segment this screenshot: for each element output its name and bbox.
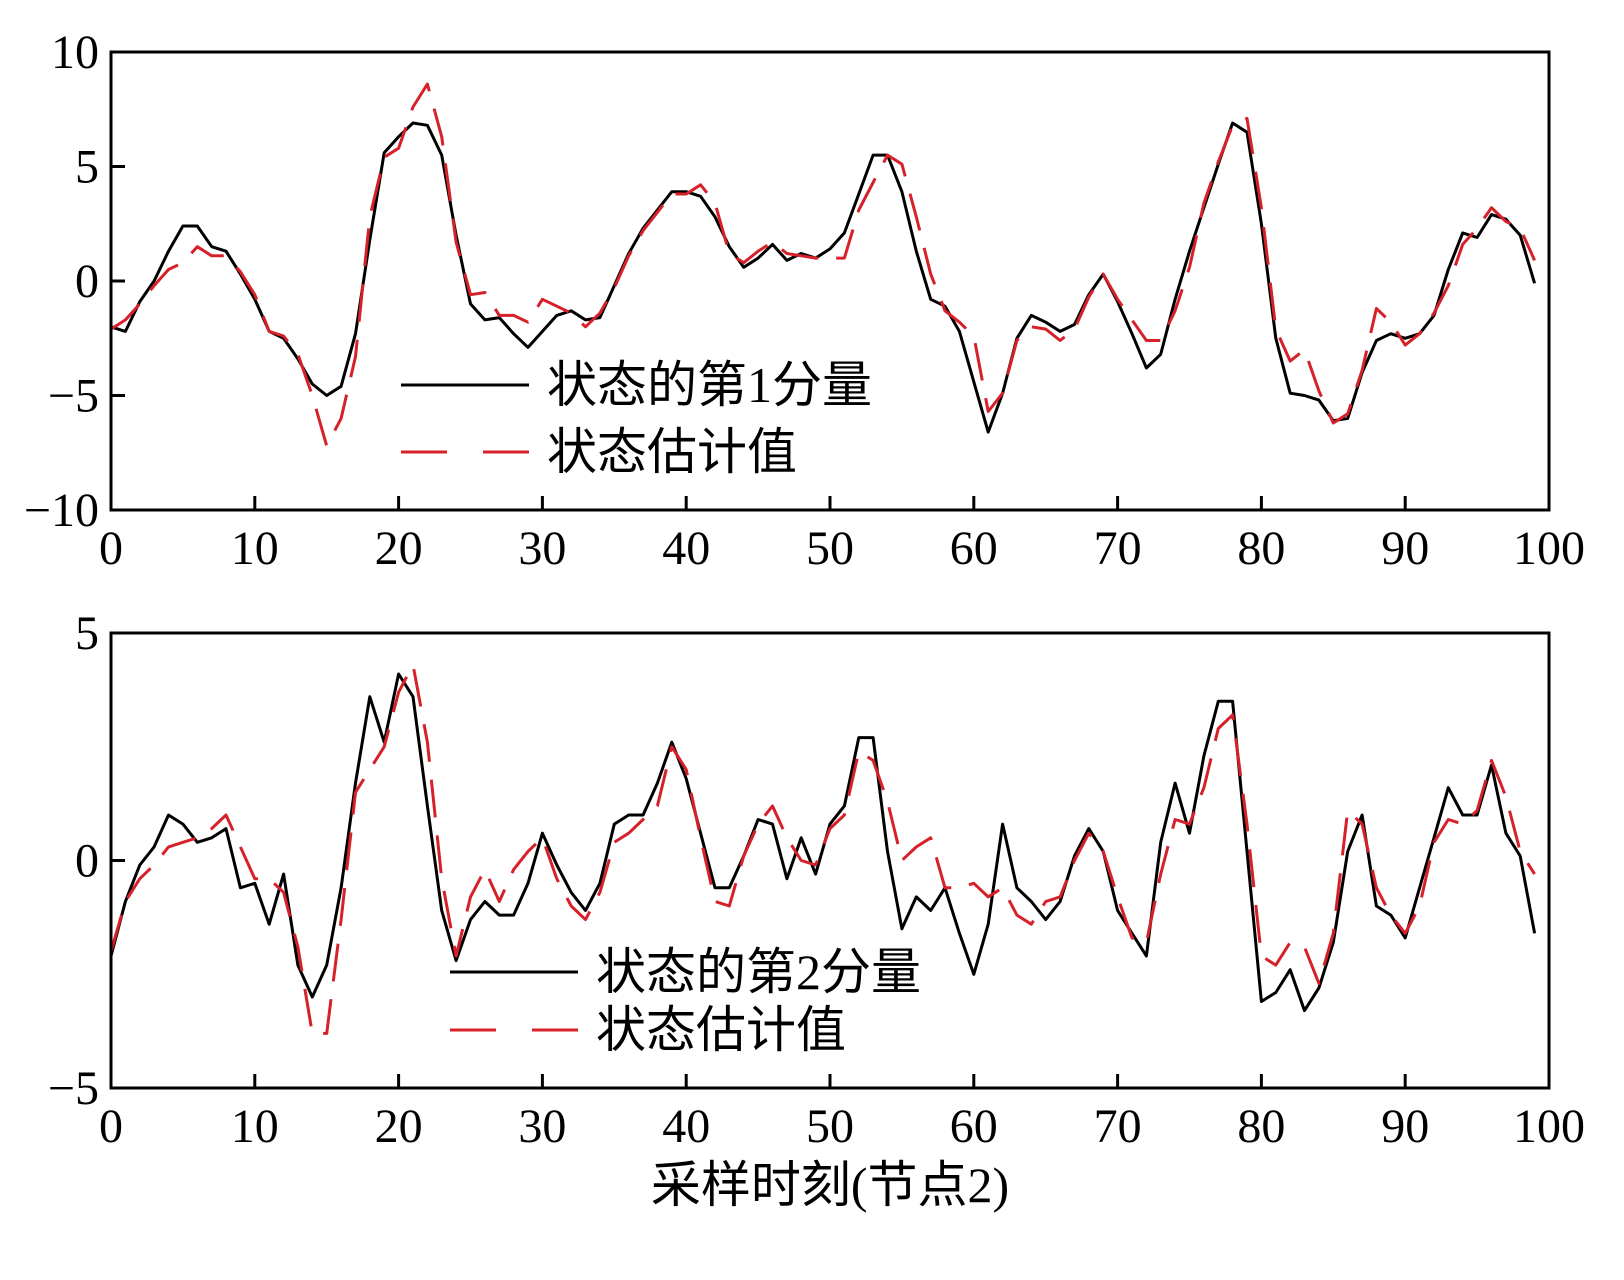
subplot-1-x-tick-label: 100: [1513, 522, 1585, 575]
subplot-1-legend-label-2: 状态估计值: [547, 424, 797, 480]
subplot-2-legend-label-2: 状态估计值: [596, 1002, 846, 1058]
subplot-1-series-line-2: [110, 82, 1536, 448]
subplot-1-x-tick-label: 0: [99, 522, 123, 575]
subplot-1-x-tick-label: 90: [1381, 522, 1429, 575]
subplot-1-y-tick-label: 10: [51, 26, 99, 79]
subplot-1-y-tick-label: −5: [48, 370, 99, 423]
subplot-1-x-tick-label: 60: [950, 522, 998, 575]
subplot-1-y-tick-label: 0: [75, 255, 99, 308]
subplot-2-series-line-1: [109, 672, 1537, 1013]
subplot-2-y-tick-label: −5: [48, 1062, 99, 1115]
subplot-2-x-tick-label: 100: [1513, 1100, 1585, 1153]
subplot-1-x-tick-label: 30: [518, 522, 566, 575]
subplot-1-x-tick-label: 50: [806, 522, 854, 575]
subplot-2-x-tick-label: 70: [1094, 1100, 1142, 1153]
subplot-1-x-tick-label: 80: [1237, 522, 1285, 575]
subplot-2-x-tick-label: 50: [806, 1100, 854, 1153]
subplot-1-legend-label-1: 状态的第1分量: [547, 357, 872, 413]
subplot-1-x-tick-label: 70: [1094, 522, 1142, 575]
subplot-2-y-tick-label: 0: [75, 835, 99, 888]
subplot-2-y-tick-label: 5: [75, 607, 99, 660]
subplot-2: 0 10 20 30 40 50 60 70 80 90 10050−5状态的第2分量状态估计值采样…: [48, 607, 1585, 1213]
subplot-1-x-tick-label: 20: [375, 522, 423, 575]
subplot-2-x-tick-label: 10: [231, 1100, 279, 1153]
subplot-2-x-tick-label: 80: [1237, 1100, 1285, 1153]
subplot-2-x-tick-label: 30: [518, 1100, 566, 1153]
subplot-1: 0 10 20 30 40 50 60 70 80 90 1001050−5−10状态的第1分量状态…: [24, 26, 1585, 575]
subplot-1-y-tick-label: 5: [75, 141, 99, 194]
subplot-1-x-tick-label: 40: [662, 522, 710, 575]
subplot-1-series-line-1: [110, 121, 1537, 434]
subplot-2-x-tick-label: 20: [375, 1100, 423, 1153]
subplot-1-x-tick-label: 10: [231, 522, 279, 575]
subplot-2-legend-label-1: 状态的第2分量: [596, 944, 921, 1000]
subplot-1-y-tick-label: −10: [24, 484, 99, 537]
subplot-2-series-line-2: [109, 663, 1536, 1035]
subplot-2-x-tick-label: 90: [1381, 1100, 1429, 1153]
subplot-2-x-tick-label: 60: [950, 1100, 998, 1153]
subplot-2-x-tick-label: 0: [99, 1100, 123, 1153]
subplot-2-x-tick-label: 40: [662, 1100, 710, 1153]
subplot-2-x-axis-label: 采样时刻(节点2): [651, 1157, 1009, 1213]
